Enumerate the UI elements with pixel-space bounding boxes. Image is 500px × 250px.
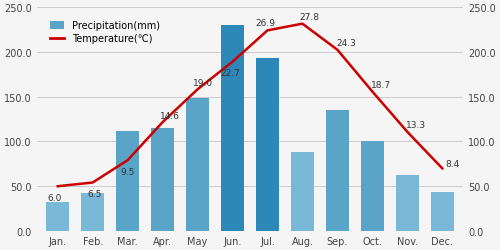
Bar <box>326 111 348 231</box>
Bar <box>431 193 454 231</box>
Bar <box>116 131 139 231</box>
Text: 26.9: 26.9 <box>256 19 276 28</box>
Bar <box>46 202 69 231</box>
Text: 6.0: 6.0 <box>47 193 62 202</box>
Text: 24.3: 24.3 <box>336 39 356 48</box>
Text: 9.5: 9.5 <box>120 167 135 176</box>
Bar <box>82 194 104 231</box>
Bar <box>361 142 384 231</box>
Bar <box>291 152 314 231</box>
Text: 6.5: 6.5 <box>88 189 102 198</box>
Text: 14.6: 14.6 <box>160 111 180 120</box>
Text: 22.7: 22.7 <box>221 69 240 78</box>
Bar <box>152 128 174 231</box>
Text: 18.7: 18.7 <box>371 81 391 90</box>
Bar <box>256 59 279 231</box>
Text: 19.0: 19.0 <box>192 78 213 88</box>
Text: 13.3: 13.3 <box>406 121 426 130</box>
Bar <box>396 176 418 231</box>
Bar <box>186 99 209 231</box>
Text: 27.8: 27.8 <box>300 13 320 22</box>
Bar <box>221 26 244 231</box>
Text: 8.4: 8.4 <box>446 160 460 168</box>
Legend: Precipitation(mm), Temperature(℃): Precipitation(mm), Temperature(℃) <box>46 18 164 48</box>
